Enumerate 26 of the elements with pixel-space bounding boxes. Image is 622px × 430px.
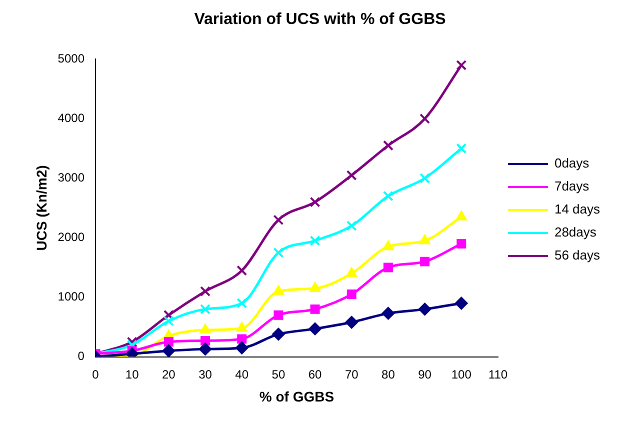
y-axis-title: UCS (Kn/m2)	[33, 165, 50, 251]
chart-title: Variation of UCS with % of GGBS	[194, 11, 446, 28]
x-tick-label: 100	[451, 367, 472, 382]
x-axis-title: % of GGBS	[259, 388, 334, 404]
legend-label: 14 days	[554, 202, 600, 217]
x-tick-label: 10	[125, 367, 140, 382]
x-tick-label: 30	[198, 367, 212, 382]
legend-label: 0days	[554, 156, 590, 171]
x-tick-label: 20	[162, 367, 176, 382]
x-tick-label: 70	[344, 367, 359, 382]
x-tick-label: 90	[418, 367, 432, 382]
x-tick-label: 110	[488, 367, 508, 382]
y-tick-label: 1000	[58, 290, 85, 304]
legend-label: 28days	[554, 224, 597, 240]
y-tick-label: 3000	[58, 170, 85, 185]
x-tick-label: 80	[382, 367, 396, 382]
x-tick-label: 60	[308, 367, 322, 382]
legend-label: 56 days	[554, 248, 600, 263]
y-tick-label: 4000	[58, 111, 85, 126]
legend-label: 7days	[554, 178, 590, 194]
x-tick-label: 0	[92, 367, 100, 382]
y-tick-label: 2000	[58, 230, 85, 244]
y-tick-label: 0	[78, 349, 85, 364]
y-tick-label: 5000	[58, 52, 85, 66]
x-tick-label: 50	[272, 367, 286, 382]
x-tick-label: 40	[235, 367, 249, 382]
